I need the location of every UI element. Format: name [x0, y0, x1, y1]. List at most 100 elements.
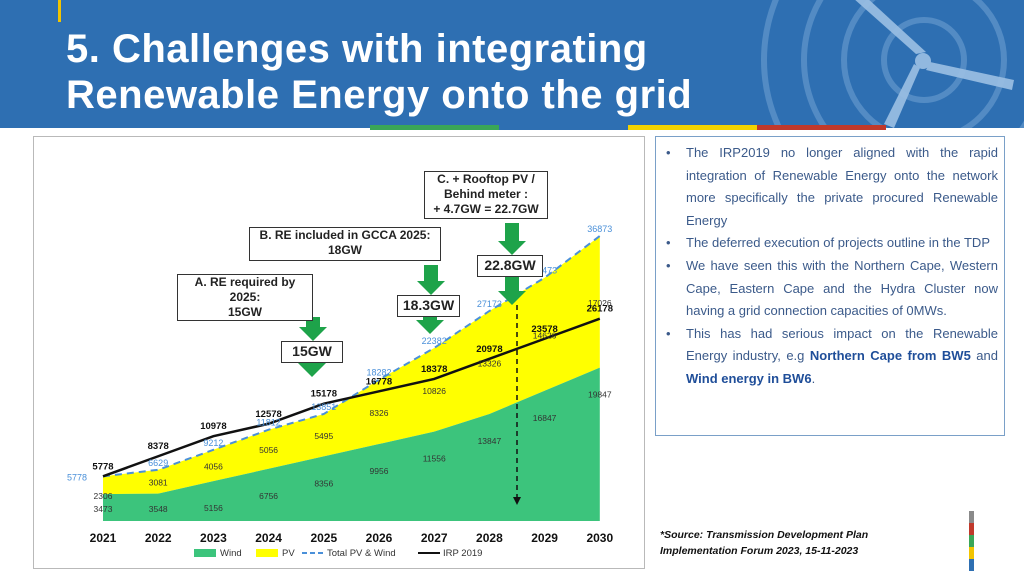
- stripe-yellow: [628, 125, 757, 130]
- irp-data-label: 26178: [587, 304, 613, 315]
- bullet-text: The deferred execution of projects outli…: [686, 235, 990, 251]
- callout-a-arrow: [299, 317, 327, 341]
- bullet-marker: •: [666, 257, 671, 273]
- total-data-label: 11812: [256, 418, 280, 428]
- total-data-label: 6629: [148, 458, 168, 468]
- wind-turbine-watermark-icon: [761, 0, 1024, 128]
- stripe-green: [370, 125, 499, 130]
- bullet-item: • We have seen this with the Northern Cap…: [662, 255, 998, 323]
- color-bar-segment: [969, 547, 974, 559]
- bullet-item: • The deferred execution of projects outl…: [662, 232, 998, 255]
- bullet-text: This has had serious impact on the Renew…: [686, 325, 998, 364]
- irp-data-label: 16778: [366, 376, 392, 387]
- source-note: *Source: Transmission Development Plan I…: [660, 527, 960, 559]
- wind-data-label: 9956: [370, 466, 389, 476]
- color-bar-segment: [969, 535, 974, 547]
- title-accent-mark: [58, 0, 61, 22]
- bullet-text: and: [970, 348, 998, 364]
- callout-b-text: B. RE included in GCCA 2025: 18GW: [249, 227, 441, 261]
- legend-pv-label: PV: [282, 548, 295, 559]
- source-line: Implementation Forum 2023, 15-11-2023: [660, 545, 859, 557]
- x-tick-label: 2021: [90, 531, 117, 545]
- bullet-item: • The IRP2019 no longer aligned with the …: [662, 142, 998, 232]
- pv-data-label: 8326: [370, 408, 389, 418]
- legend-irp-label: IRP 2019: [443, 548, 482, 559]
- page-title: 5. Challenges with integrating Renewable…: [66, 27, 693, 117]
- callout-a-value: 15GW: [281, 341, 343, 363]
- stripe-blue: [499, 125, 628, 130]
- total-data-label: 22382: [422, 336, 447, 346]
- wind-data-label: 19847: [588, 390, 612, 400]
- bullet-marker: •: [666, 145, 671, 160]
- x-tick-label: 2024: [255, 531, 282, 545]
- pv-data-label: 3081: [149, 478, 168, 488]
- x-tick-label: 2030: [586, 531, 613, 545]
- marker-arrow-head: [513, 497, 521, 505]
- color-stripes: [370, 125, 886, 130]
- wind-data-label: 11556: [423, 454, 446, 464]
- x-tick-label: 2023: [200, 531, 227, 545]
- bullet-item: • This has had serious impact on the Rene…: [662, 323, 998, 391]
- bullet-text: We have seen this with the Northern Cape…: [686, 257, 998, 319]
- source-line: *Source: Transmission Development Plan: [660, 529, 869, 541]
- color-bar-segment: [969, 559, 974, 571]
- callout-c-text: C. + Rooftop PV / Behind meter : + 4.7GW…: [424, 171, 548, 219]
- bullet-text: .: [811, 370, 816, 386]
- wind-area: [103, 367, 600, 521]
- callout-c-arrow: [498, 223, 526, 255]
- irp-data-label: 12578: [255, 409, 281, 420]
- bullet-panel: • The IRP2019 no longer aligned with the …: [655, 136, 1005, 436]
- pv-data-label: 5495: [314, 431, 333, 441]
- color-bar-segment: [969, 523, 974, 535]
- wind-data-label: 6756: [259, 491, 278, 501]
- callout-b-value: 18.3GW: [397, 295, 460, 317]
- wind-data-label: 3473: [94, 504, 113, 514]
- wind-data-label: 3548: [149, 504, 168, 514]
- stripe-red: [757, 125, 886, 130]
- bullet-marker: •: [666, 235, 671, 251]
- total-data-label: 27173: [477, 299, 502, 309]
- x-tick-label: 2027: [421, 531, 448, 545]
- capacity-chart: 3473 3548 5156 6756 8356 9956 11556 13847 16847 1…: [67, 223, 613, 559]
- callout-b-arrow: [417, 265, 445, 295]
- callout-a-arrow-lower: [298, 363, 326, 377]
- total-data-label: 9212: [203, 438, 223, 448]
- wind-data-label: 13847: [478, 436, 502, 446]
- irp-data-label: 18378: [421, 364, 447, 375]
- legend-wind-label: Wind: [220, 548, 242, 559]
- callout-a-text: A. RE required by 2025: 15GW: [177, 274, 313, 321]
- x-tick-label: 2029: [531, 531, 558, 545]
- color-bar: [969, 511, 974, 571]
- legend-wind-swatch: [194, 549, 216, 557]
- pv-data-label: 14626: [533, 330, 557, 340]
- bullet-marker: •: [666, 325, 671, 341]
- x-tick-label: 2025: [310, 531, 337, 545]
- x-tick-label: 2026: [366, 531, 393, 545]
- pv-area: [103, 236, 600, 495]
- wind-data-label: 5156: [204, 503, 223, 513]
- irp-data-label: 23578: [531, 324, 557, 335]
- irp-data-label: 8378: [148, 441, 169, 452]
- callout-c-value: 22.8GW: [477, 255, 543, 277]
- wind-data-label: 8356: [314, 478, 333, 488]
- irp-data-label: 20978: [476, 344, 502, 355]
- irp-data-label: 5778: [92, 461, 113, 472]
- callout-b-arrow-lower: [416, 317, 444, 334]
- irp-data-label: 10978: [200, 421, 226, 432]
- total-data-label: 13851: [311, 402, 336, 412]
- pv-data-label: 4056: [204, 461, 223, 471]
- x-tick-label: 2022: [145, 531, 172, 545]
- wind-data-label: 16847: [533, 413, 557, 423]
- color-bar-segment: [969, 511, 974, 523]
- pv-data-label: 5056: [259, 445, 278, 455]
- callout-c-arrow-lower: [498, 277, 526, 305]
- header-banner: 5. Challenges with integrating Renewable…: [0, 0, 1024, 128]
- bullet-highlight: Wind energy in BW6: [686, 370, 812, 386]
- irp-2019-line: [102, 317, 601, 478]
- total-data-label: 31473: [532, 266, 557, 276]
- chart-panel: 3473 3548 5156 6756 8356 9956 11556 13847 16847 1…: [33, 136, 645, 569]
- legend-total-label: Total PV & Wind: [327, 548, 396, 559]
- total-data-label: 18282: [366, 368, 391, 378]
- bullet-highlight: Northern Cape from BW5: [809, 348, 971, 364]
- x-tick-label: 2028: [476, 531, 503, 545]
